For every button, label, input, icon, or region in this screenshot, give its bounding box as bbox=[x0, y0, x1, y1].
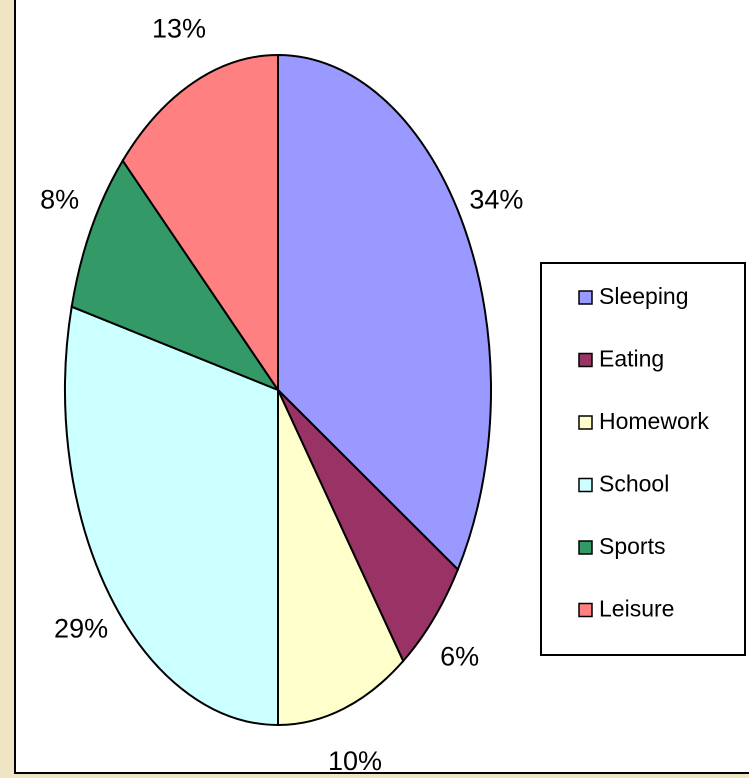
legend-swatch bbox=[578, 477, 593, 493]
legend-swatch bbox=[578, 602, 593, 618]
legend-swatch bbox=[578, 352, 593, 368]
pie-slice bbox=[70, 158, 281, 393]
legend-label: School bbox=[599, 471, 669, 497]
pie-slice bbox=[64, 305, 279, 727]
legend-label: Sports bbox=[599, 533, 665, 559]
data-label: 10% bbox=[328, 746, 382, 776]
legend-swatch bbox=[578, 540, 593, 555]
legend-swatch bbox=[578, 415, 593, 430]
legend-label: Leisure bbox=[599, 596, 674, 622]
data-label: 6% bbox=[440, 641, 479, 671]
legend-label: Eating bbox=[599, 346, 664, 372]
data-label: 13% bbox=[152, 13, 206, 43]
data-label: 34% bbox=[469, 184, 523, 214]
pie-slice bbox=[121, 53, 279, 394]
pie-slice bbox=[277, 53, 492, 572]
data-label: 8% bbox=[40, 184, 79, 214]
pie-slice bbox=[277, 389, 460, 663]
legend-label: Homework bbox=[599, 408, 709, 434]
pie-slice bbox=[277, 389, 405, 727]
legend-label: Sleeping bbox=[599, 283, 689, 309]
legend-box bbox=[540, 262, 746, 656]
legend-swatch bbox=[578, 290, 593, 305]
data-label: 29% bbox=[54, 613, 108, 643]
